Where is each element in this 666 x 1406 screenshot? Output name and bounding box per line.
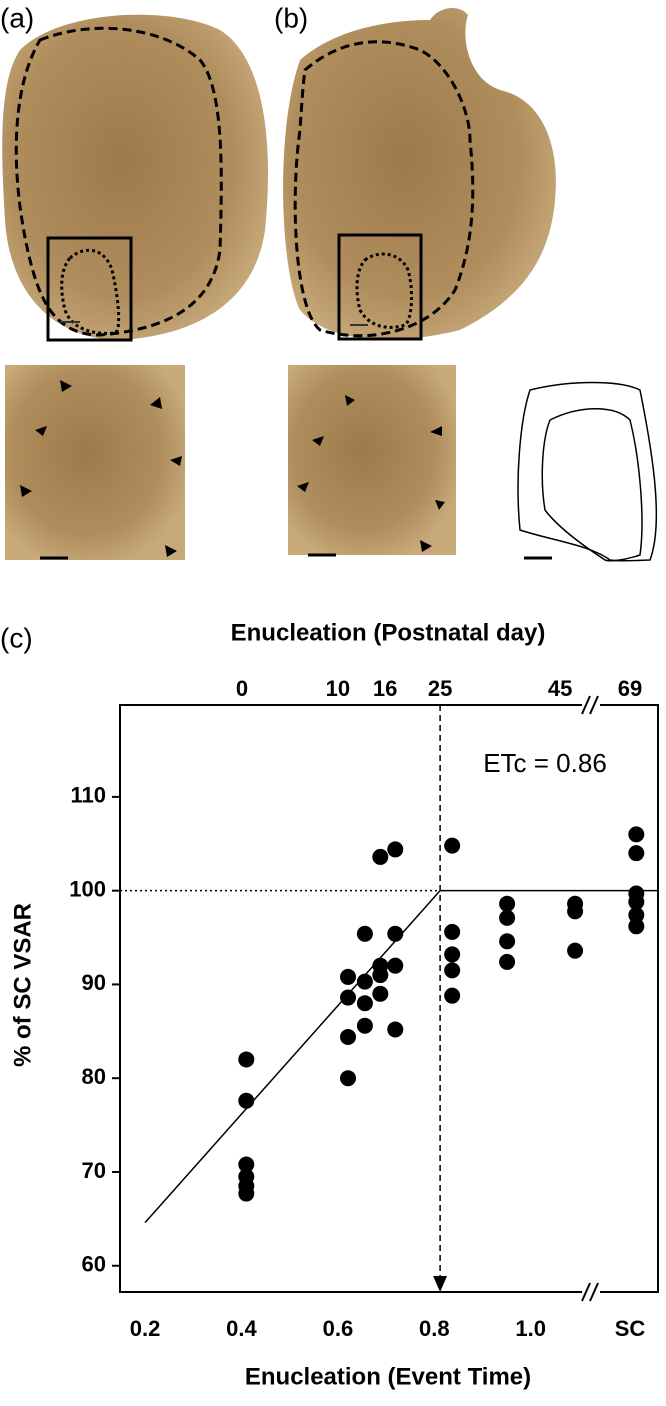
annotation: ETc = 0.86 — [483, 748, 607, 778]
x-axis-title: Enucleation (Event Time) — [245, 1363, 531, 1390]
x-tick-label: 0.4 — [226, 1316, 257, 1341]
y-tick-label: 110 — [71, 783, 107, 808]
x-tick-label: 0.6 — [323, 1316, 354, 1341]
point — [372, 967, 389, 984]
y-axis-title: % of SC VSAR — [9, 903, 36, 1067]
point — [567, 903, 584, 920]
point — [238, 1185, 255, 1202]
point — [628, 893, 645, 910]
x-tick-label: 0.2 — [130, 1316, 161, 1341]
panel-label: (a) — [0, 2, 34, 33]
y-tick-label: 80 — [82, 1064, 106, 1089]
y-tick-label: 70 — [82, 1158, 106, 1183]
x2-tick-label: 69 — [618, 676, 642, 701]
point — [499, 933, 516, 950]
point — [628, 907, 645, 924]
y-tick-label: 90 — [82, 970, 106, 995]
point — [387, 957, 404, 974]
plot-frame — [119, 704, 659, 1293]
point — [628, 845, 645, 862]
point — [238, 1092, 255, 1109]
y-tick-label: 60 — [82, 1252, 106, 1277]
panel-label: (b) — [274, 2, 308, 33]
point — [238, 1051, 255, 1068]
y-tick-label: 100 — [69, 876, 106, 901]
x-tick-label: SC — [615, 1316, 646, 1341]
x2-axis-title: Enucleation (Postnatal day) — [231, 619, 546, 646]
x-tick-label: 0.8 — [419, 1316, 450, 1341]
x2-tick-label: 16 — [373, 676, 397, 701]
point — [340, 1070, 357, 1087]
point — [387, 925, 404, 942]
point — [444, 962, 461, 979]
x2-tick-label: 45 — [548, 676, 572, 701]
point — [444, 987, 461, 1004]
point — [387, 1021, 404, 1038]
axis-break — [581, 695, 600, 1302]
point — [356, 925, 373, 942]
point — [356, 995, 373, 1012]
point — [238, 1156, 255, 1173]
panel-label: (c) — [0, 622, 33, 653]
point — [567, 942, 584, 959]
photo-b — [283, 8, 658, 562]
point — [356, 1017, 373, 1034]
point — [372, 848, 389, 865]
point — [356, 973, 373, 990]
point — [499, 909, 516, 926]
point — [444, 837, 461, 854]
point — [499, 895, 516, 912]
point — [340, 1028, 357, 1045]
point — [499, 953, 516, 970]
point — [628, 918, 645, 935]
x-tick-label: 1.0 — [515, 1316, 546, 1341]
point — [340, 989, 357, 1006]
point — [628, 826, 645, 843]
photo-a — [2, 14, 268, 560]
fit-line — [144, 889, 658, 1224]
x2-tick-label: 25 — [428, 676, 452, 701]
point — [340, 968, 357, 985]
point — [444, 923, 461, 940]
point — [372, 985, 389, 1002]
x2-tick-label: 10 — [326, 676, 350, 701]
point — [387, 841, 404, 858]
point — [444, 946, 461, 963]
arrowhead — [433, 1276, 448, 1292]
x2-tick-label: 0 — [236, 676, 248, 701]
